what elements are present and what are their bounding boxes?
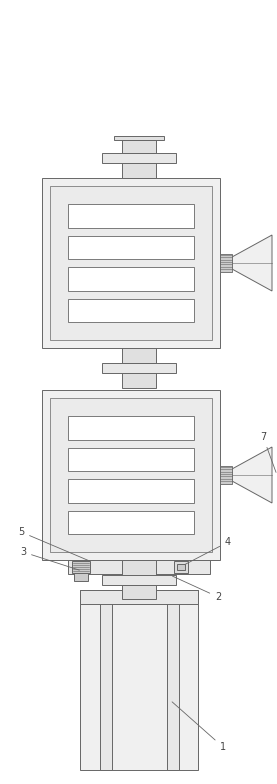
Bar — [80, 590, 198, 604]
Bar — [122, 348, 156, 363]
Bar — [68, 479, 194, 503]
Polygon shape — [232, 447, 272, 503]
Bar — [68, 510, 194, 534]
Bar — [114, 136, 164, 140]
Text: 3: 3 — [20, 547, 79, 570]
Bar — [74, 573, 88, 581]
Bar — [74, 552, 204, 560]
Bar — [122, 373, 156, 388]
Bar — [50, 186, 212, 340]
Text: 7: 7 — [260, 432, 276, 473]
Bar — [68, 204, 194, 227]
Bar — [122, 163, 156, 178]
Bar — [167, 602, 179, 770]
Bar — [122, 560, 156, 575]
Bar — [80, 590, 198, 770]
Text: 2: 2 — [173, 576, 221, 602]
Bar — [220, 254, 232, 272]
Bar — [174, 561, 188, 573]
Bar — [68, 448, 194, 471]
Bar — [50, 398, 212, 552]
Polygon shape — [232, 235, 272, 291]
Bar — [102, 575, 176, 585]
Bar — [122, 140, 156, 153]
Bar — [68, 235, 194, 259]
Bar — [220, 466, 232, 484]
Bar — [68, 267, 194, 291]
Bar — [42, 390, 220, 560]
Bar — [72, 561, 90, 573]
Bar — [68, 560, 210, 574]
Bar — [122, 585, 156, 599]
Bar — [177, 564, 185, 570]
Bar — [102, 363, 176, 373]
Bar — [42, 178, 220, 348]
Bar — [68, 416, 194, 440]
Bar — [100, 602, 112, 770]
Text: 5: 5 — [18, 527, 89, 561]
Text: 4: 4 — [184, 537, 231, 564]
Text: 1: 1 — [172, 702, 226, 752]
Bar — [68, 299, 194, 322]
Bar — [102, 153, 176, 163]
Bar — [122, 540, 156, 560]
